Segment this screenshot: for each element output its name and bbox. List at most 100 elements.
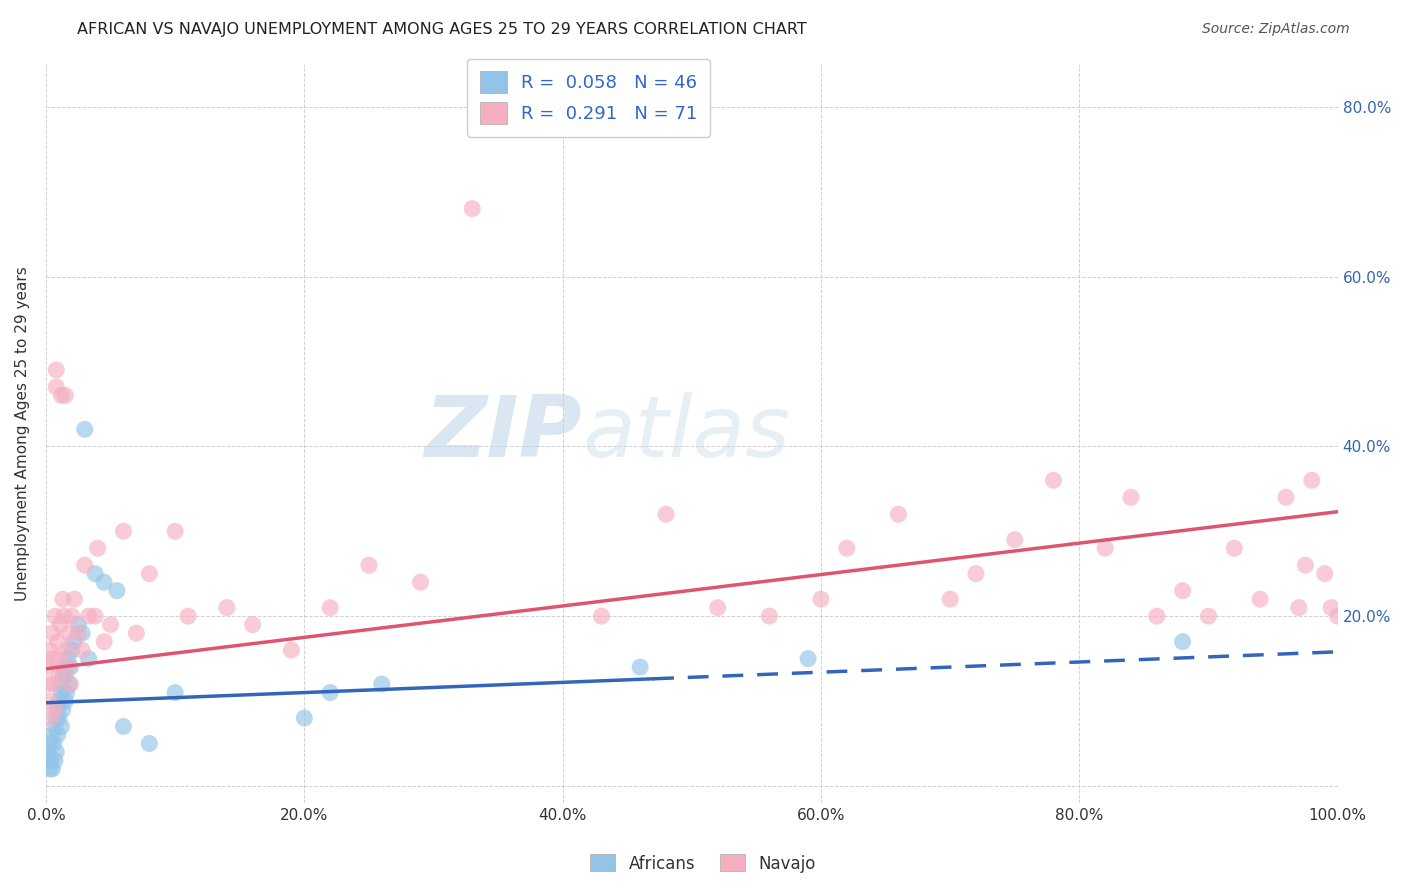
Point bbox=[56, 651, 79, 665]
Text: atlas: atlas bbox=[582, 392, 790, 475]
Point bbox=[53, 388, 76, 402]
Point bbox=[59, 677, 82, 691]
Point bbox=[48, 711, 70, 725]
Point bbox=[73, 422, 96, 436]
Point bbox=[44, 754, 66, 768]
Point bbox=[63, 592, 86, 607]
Point bbox=[93, 634, 115, 648]
Point bbox=[125, 626, 148, 640]
Point bbox=[138, 566, 160, 581]
Point bbox=[1288, 600, 1310, 615]
Point bbox=[1223, 541, 1246, 556]
Point bbox=[105, 583, 128, 598]
Point bbox=[49, 677, 72, 691]
Point bbox=[357, 558, 380, 573]
Point bbox=[165, 524, 187, 539]
Legend: R =  0.058   N = 46, R =  0.291   N = 71: R = 0.058 N = 46, R = 0.291 N = 71 bbox=[467, 59, 710, 137]
Text: ZIP: ZIP bbox=[425, 392, 582, 475]
Point bbox=[138, 737, 160, 751]
Point bbox=[1004, 533, 1026, 547]
Y-axis label: Unemployment Among Ages 25 to 29 years: Unemployment Among Ages 25 to 29 years bbox=[15, 266, 30, 601]
Point bbox=[655, 508, 678, 522]
Point bbox=[45, 745, 67, 759]
Point bbox=[51, 685, 73, 699]
Point bbox=[461, 202, 484, 216]
Point bbox=[1042, 473, 1064, 487]
Point bbox=[44, 609, 66, 624]
Point bbox=[59, 660, 82, 674]
Point bbox=[42, 737, 65, 751]
Point bbox=[37, 660, 59, 674]
Point bbox=[48, 668, 70, 682]
Point bbox=[58, 626, 80, 640]
Point bbox=[1146, 609, 1168, 624]
Point bbox=[1249, 592, 1271, 607]
Point bbox=[38, 643, 60, 657]
Point bbox=[70, 643, 93, 657]
Point bbox=[46, 702, 69, 716]
Point bbox=[67, 626, 90, 640]
Point bbox=[1198, 609, 1220, 624]
Point bbox=[48, 694, 70, 708]
Point bbox=[45, 711, 67, 725]
Point bbox=[38, 694, 60, 708]
Point bbox=[73, 558, 96, 573]
Point bbox=[58, 677, 80, 691]
Point bbox=[53, 694, 76, 708]
Point bbox=[44, 702, 66, 716]
Point bbox=[965, 566, 987, 581]
Point bbox=[53, 609, 76, 624]
Point bbox=[280, 643, 302, 657]
Point bbox=[1326, 609, 1348, 624]
Point bbox=[84, 609, 107, 624]
Point bbox=[56, 660, 79, 674]
Point bbox=[52, 668, 75, 682]
Point bbox=[319, 685, 342, 699]
Point bbox=[38, 677, 60, 691]
Point bbox=[1171, 583, 1194, 598]
Point bbox=[1275, 491, 1298, 505]
Point bbox=[37, 754, 59, 768]
Point bbox=[1119, 491, 1142, 505]
Point bbox=[52, 702, 75, 716]
Point bbox=[242, 617, 264, 632]
Point bbox=[38, 737, 60, 751]
Point bbox=[1320, 600, 1343, 615]
Point bbox=[51, 388, 73, 402]
Point bbox=[46, 634, 69, 648]
Text: Source: ZipAtlas.com: Source: ZipAtlas.com bbox=[1202, 22, 1350, 37]
Point bbox=[77, 609, 100, 624]
Point bbox=[63, 634, 86, 648]
Point bbox=[46, 728, 69, 742]
Point bbox=[52, 592, 75, 607]
Text: AFRICAN VS NAVAJO UNEMPLOYMENT AMONG AGES 25 TO 29 YEARS CORRELATION CHART: AFRICAN VS NAVAJO UNEMPLOYMENT AMONG AGE… bbox=[77, 22, 807, 37]
Point bbox=[41, 728, 63, 742]
Point bbox=[39, 754, 62, 768]
Point bbox=[292, 711, 315, 725]
Point bbox=[53, 660, 76, 674]
Point bbox=[409, 575, 432, 590]
Point bbox=[706, 600, 728, 615]
Point bbox=[1294, 558, 1316, 573]
Point bbox=[44, 719, 66, 733]
Point bbox=[319, 600, 342, 615]
Point bbox=[1313, 566, 1336, 581]
Point bbox=[84, 566, 107, 581]
Point bbox=[38, 762, 60, 776]
Point bbox=[46, 651, 69, 665]
Point bbox=[70, 626, 93, 640]
Point bbox=[1171, 634, 1194, 648]
Point bbox=[112, 524, 135, 539]
Point bbox=[53, 668, 76, 682]
Point bbox=[215, 600, 238, 615]
Point bbox=[39, 711, 62, 725]
Point bbox=[86, 541, 108, 556]
Point bbox=[45, 380, 67, 394]
Point bbox=[45, 363, 67, 377]
Point bbox=[112, 719, 135, 733]
Point bbox=[67, 617, 90, 632]
Point bbox=[38, 745, 60, 759]
Point bbox=[165, 685, 187, 699]
Point bbox=[41, 626, 63, 640]
Point bbox=[100, 617, 122, 632]
